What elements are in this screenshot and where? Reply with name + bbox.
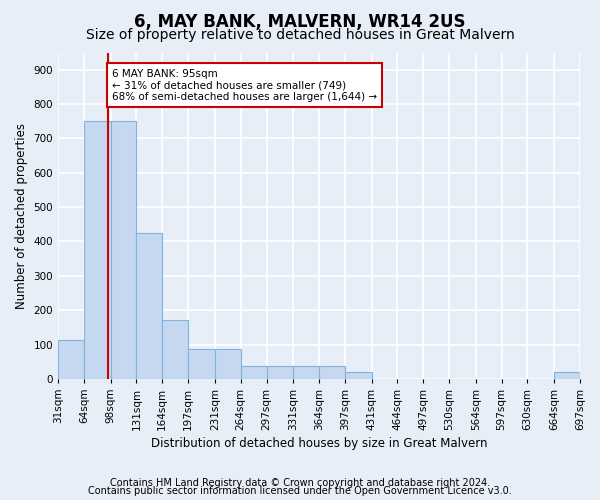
Text: 6, MAY BANK, MALVERN, WR14 2US: 6, MAY BANK, MALVERN, WR14 2US <box>134 12 466 30</box>
Bar <box>319 366 345 379</box>
Bar <box>293 366 319 379</box>
Bar <box>241 366 266 379</box>
Bar <box>110 121 136 379</box>
Bar <box>84 121 110 379</box>
Bar <box>345 372 371 379</box>
Text: Contains public sector information licensed under the Open Government Licence v3: Contains public sector information licen… <box>88 486 512 496</box>
Bar <box>136 233 162 379</box>
Bar <box>162 320 188 379</box>
Text: Size of property relative to detached houses in Great Malvern: Size of property relative to detached ho… <box>86 28 514 42</box>
Text: Contains HM Land Registry data © Crown copyright and database right 2024.: Contains HM Land Registry data © Crown c… <box>110 478 490 488</box>
Bar <box>554 372 580 379</box>
Bar <box>58 340 84 379</box>
Text: 6 MAY BANK: 95sqm
← 31% of detached houses are smaller (749)
68% of semi-detache: 6 MAY BANK: 95sqm ← 31% of detached hous… <box>112 68 377 102</box>
Bar <box>215 348 241 379</box>
Bar <box>266 366 293 379</box>
Bar <box>188 348 215 379</box>
Y-axis label: Number of detached properties: Number of detached properties <box>15 122 28 308</box>
X-axis label: Distribution of detached houses by size in Great Malvern: Distribution of detached houses by size … <box>151 437 487 450</box>
